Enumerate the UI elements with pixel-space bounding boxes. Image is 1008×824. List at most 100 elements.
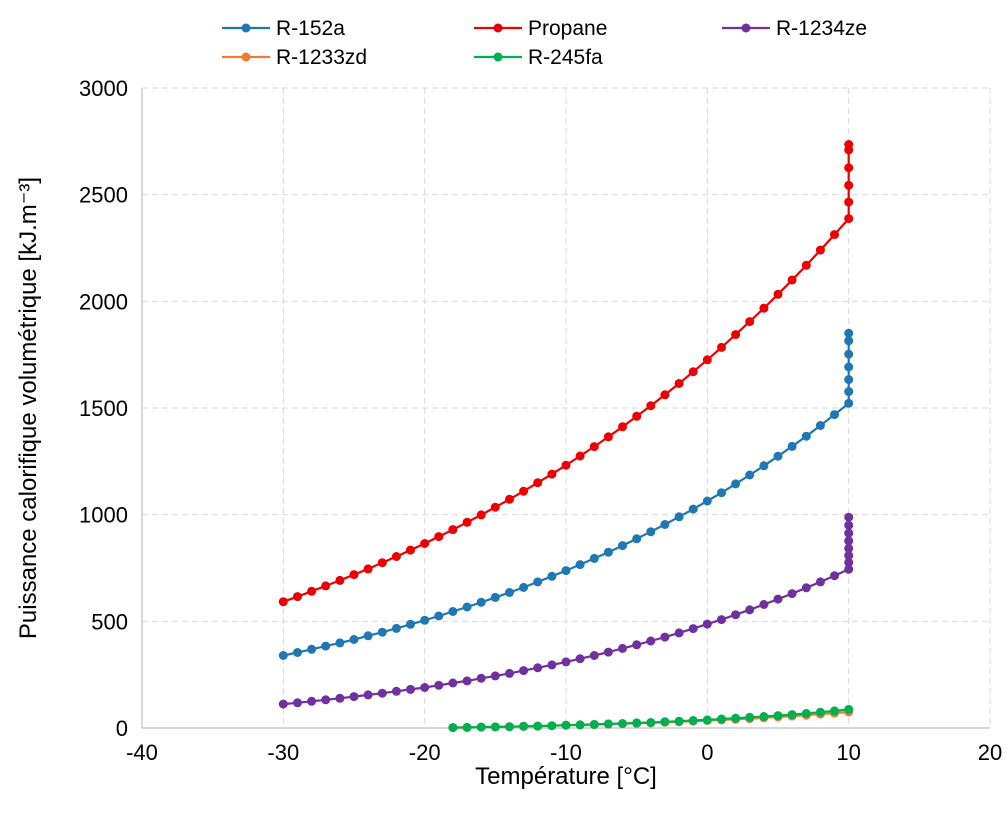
legend-item: R-1234ze (722, 17, 867, 40)
data-point (490, 671, 500, 681)
data-point (688, 504, 698, 514)
legend-item: Propane (474, 17, 607, 40)
data-point (632, 718, 642, 728)
y-tick-label: 1000 (79, 503, 128, 528)
data-point (815, 421, 825, 430)
data-point (575, 560, 585, 570)
data-point (476, 597, 486, 607)
data-point (815, 245, 825, 255)
data-point (759, 600, 769, 609)
legend-marker (493, 23, 503, 33)
data-point (505, 668, 514, 678)
data-point (844, 564, 854, 574)
data-point (391, 552, 401, 561)
data-point (377, 558, 387, 568)
data-point (519, 486, 529, 496)
data-point (702, 715, 712, 725)
data-point (349, 692, 359, 702)
legend-item: R-1233zd (222, 46, 367, 69)
data-point (717, 615, 726, 625)
data-point (490, 722, 500, 732)
legend-label: R-152a (276, 17, 345, 40)
data-point (632, 640, 642, 650)
data-point (674, 628, 684, 638)
data-point (702, 619, 712, 629)
data-point (688, 624, 698, 634)
x-axis-title: Température [°C] (475, 763, 657, 790)
data-point (420, 539, 430, 548)
data-point (731, 610, 741, 620)
series-r-245fa (448, 704, 854, 733)
data-point (745, 605, 755, 615)
data-point (844, 543, 854, 553)
y-axis-title: Puissance calorifique volumétrique [kJ.m… (15, 177, 42, 639)
data-point (448, 607, 458, 616)
data-point (321, 695, 331, 705)
y-tick-label: 2000 (79, 289, 128, 314)
data-point (660, 632, 670, 642)
data-point (406, 684, 415, 694)
data-point (844, 349, 854, 359)
data-point (391, 686, 401, 696)
x-tick-label: -10 (550, 740, 582, 765)
data-point (618, 719, 627, 728)
data-point (844, 140, 854, 149)
legend-item: R-245fa (474, 46, 603, 69)
data-point (278, 699, 288, 709)
data-point (519, 582, 529, 592)
data-point (377, 688, 387, 698)
data-point (278, 597, 288, 607)
legend-label: R-245fa (528, 46, 603, 69)
data-point (632, 411, 642, 421)
x-tick-label: -30 (267, 740, 299, 765)
legend-label: Propane (528, 17, 607, 40)
data-point (363, 631, 373, 641)
data-point (603, 432, 613, 442)
data-point (688, 716, 698, 725)
data-point (717, 714, 726, 724)
data-point (731, 713, 741, 723)
data-point (618, 643, 627, 653)
data-point (688, 367, 698, 377)
legend-marker (241, 52, 251, 62)
series-r-152a (278, 328, 854, 660)
data-point (420, 615, 430, 625)
data-point (844, 362, 854, 372)
data-point (589, 719, 599, 729)
series-line (282, 144, 850, 603)
data-point (830, 410, 839, 420)
data-point (490, 502, 500, 512)
x-tick-label: 20 (978, 740, 1002, 765)
data-point (702, 496, 712, 506)
data-point (844, 163, 854, 173)
data-point (731, 479, 741, 489)
data-point (377, 627, 387, 637)
data-point (844, 180, 854, 190)
data-point (321, 581, 331, 591)
data-point (547, 721, 557, 731)
data-point (844, 336, 854, 346)
data-point (307, 586, 317, 596)
data-point (830, 571, 839, 581)
data-point (801, 431, 811, 441)
data-point (519, 721, 529, 731)
data-point (448, 723, 458, 733)
data-point (420, 683, 430, 692)
data-point (561, 657, 571, 667)
data-point (490, 592, 500, 602)
data-point (448, 678, 458, 688)
data-point (773, 451, 783, 461)
data-point (293, 592, 302, 602)
data-point (505, 588, 514, 597)
data-point (844, 528, 854, 538)
data-point (844, 398, 854, 408)
data-point (618, 422, 627, 432)
data-point (434, 611, 444, 621)
data-point (293, 698, 302, 708)
data-point (618, 541, 627, 551)
data-point (787, 710, 797, 720)
data-point (815, 707, 825, 717)
data-point (660, 520, 670, 529)
